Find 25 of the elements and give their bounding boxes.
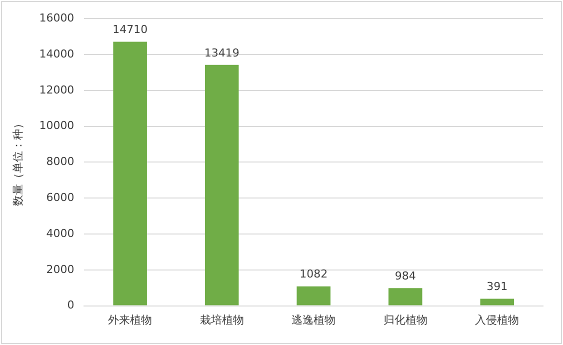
y-tick-label: 2000 [46, 262, 74, 276]
y-tick-label: 14000 [39, 47, 74, 60]
x-tick-label: 栽培植物 [200, 313, 244, 326]
bar [296, 286, 330, 306]
y-tick-label: 4000 [46, 226, 74, 240]
y-tick-label: 12000 [39, 83, 74, 96]
x-tick-label: 外来植物 [108, 313, 152, 326]
y-axis-title: 数量（单位：种） [11, 118, 24, 206]
y-tick-label: 0 [67, 298, 74, 312]
data-label: 984 [394, 269, 416, 282]
y-tick-label: 6000 [46, 190, 74, 204]
data-label: 391 [486, 280, 508, 294]
bar [480, 298, 514, 306]
y-tick-label: 10000 [39, 119, 74, 132]
y-tick-label: 8000 [46, 155, 74, 168]
x-tick-label: 归化植物 [383, 313, 428, 326]
x-tick-label: 逃逸植物 [292, 313, 336, 326]
bar [204, 64, 239, 306]
x-tick-label: 入侵植物 [475, 313, 520, 326]
bar [388, 288, 422, 306]
bar [113, 42, 147, 306]
data-label: 1082 [300, 268, 328, 281]
data-label: 13419 [204, 46, 240, 60]
y-tick-label: 16000 [39, 11, 74, 24]
data-label: 14710 [112, 23, 148, 36]
